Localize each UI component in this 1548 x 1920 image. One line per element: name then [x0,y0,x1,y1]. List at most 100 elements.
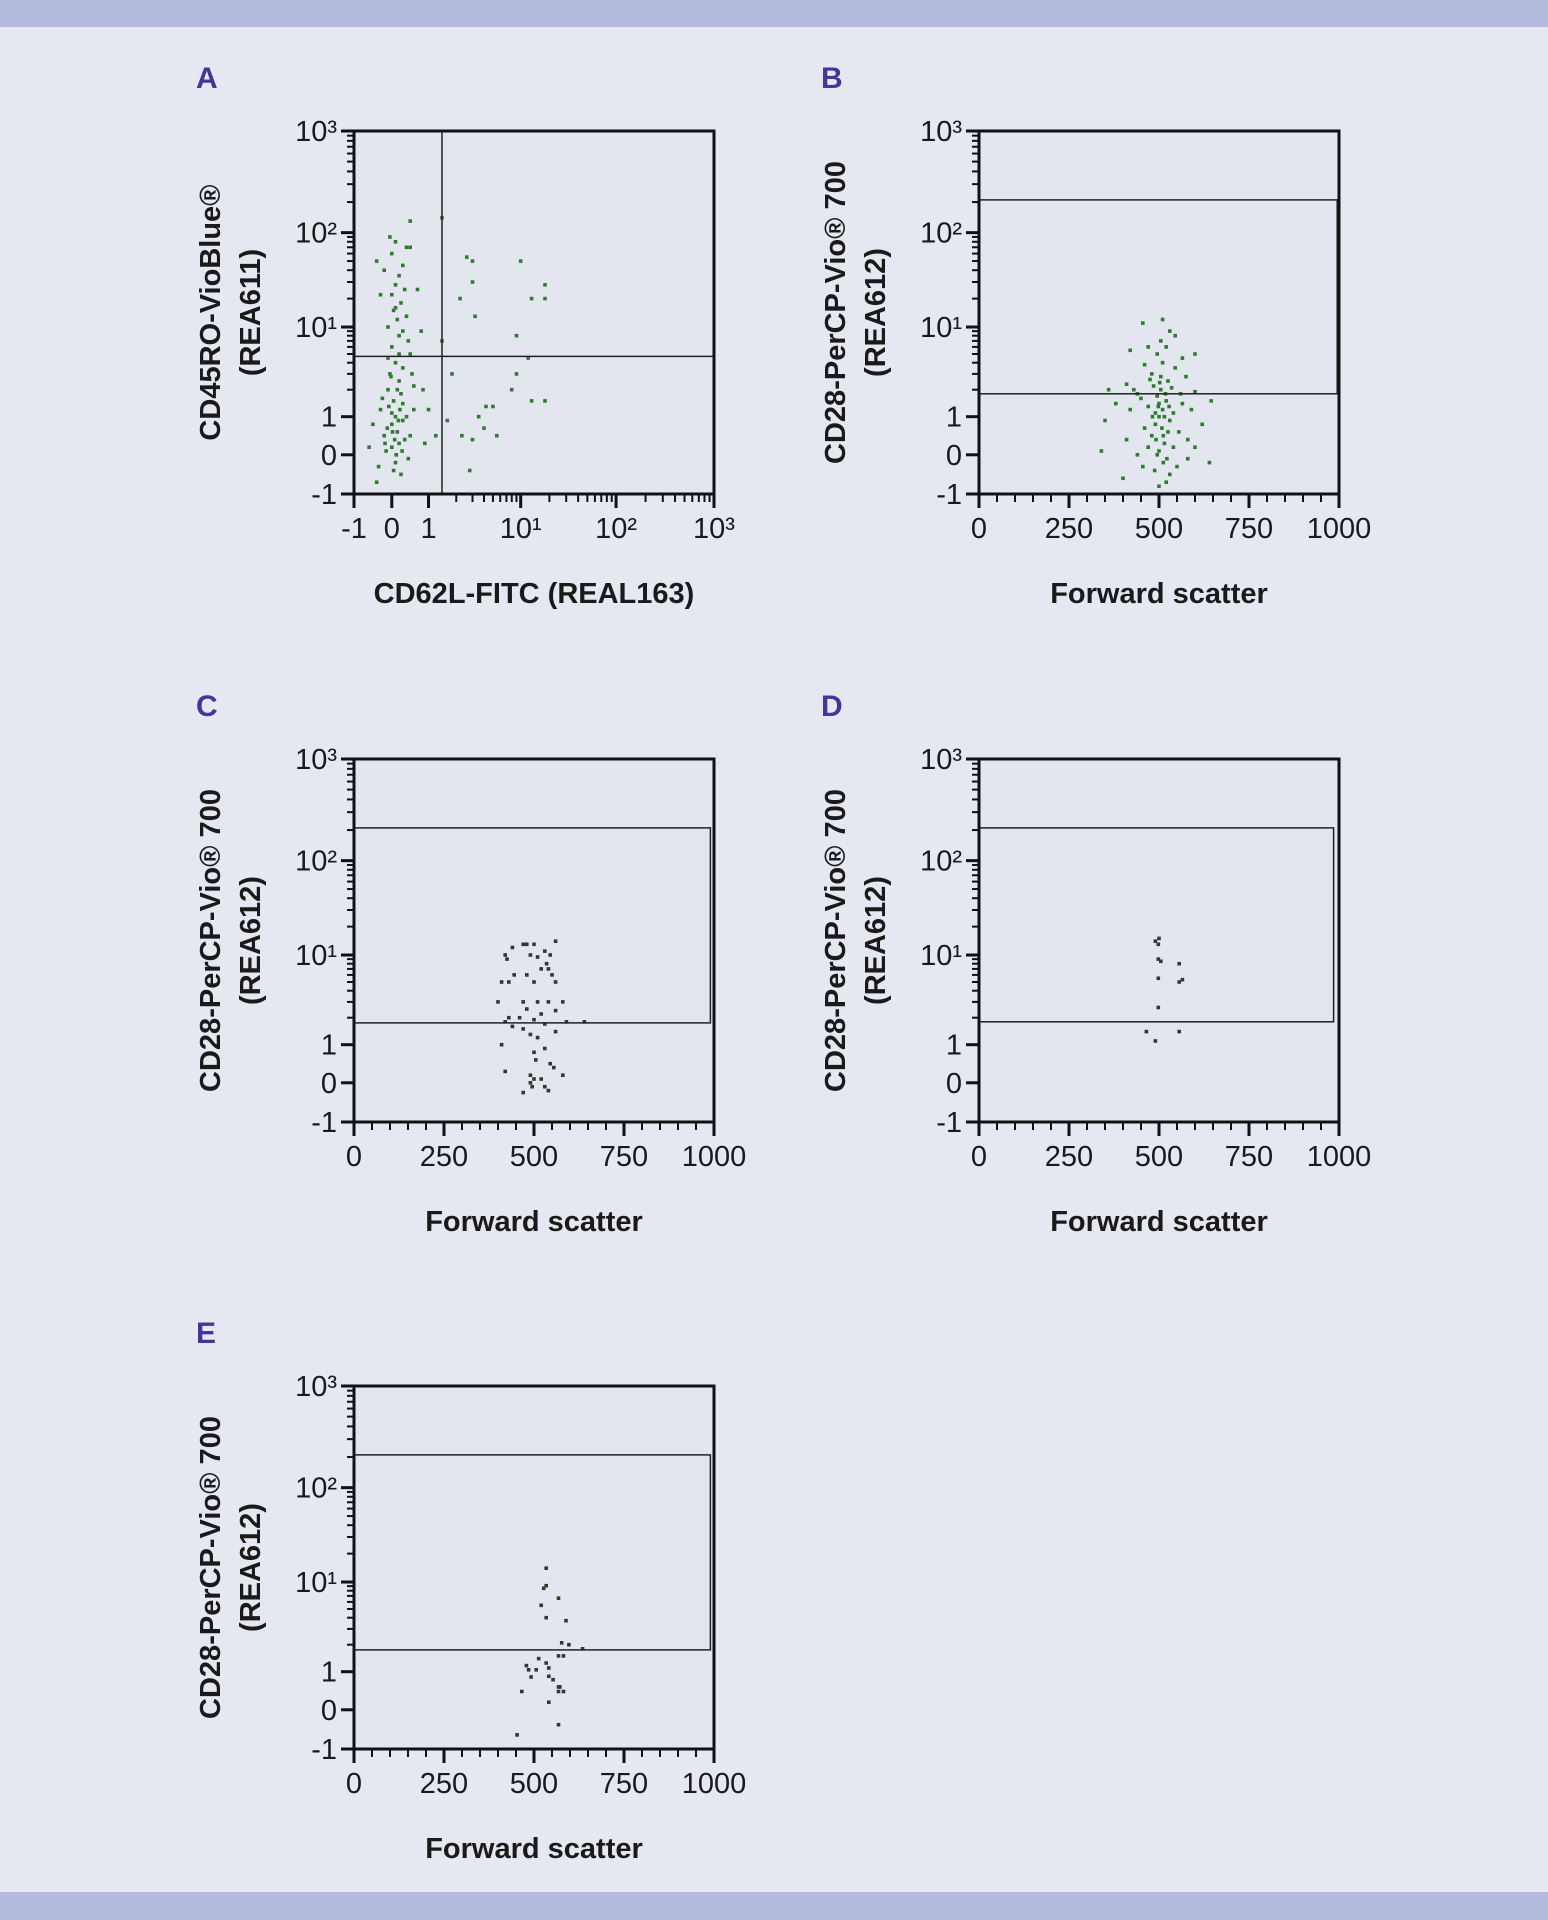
data-point [399,392,403,396]
data-point [1128,348,1132,353]
axis-ticks [966,129,1341,508]
data-point [393,240,398,244]
data-point [406,456,411,461]
data-point [1156,1005,1161,1010]
y-tick-label: 1 [946,1030,962,1062]
data-point [1166,430,1170,434]
data-point [386,356,390,360]
data-point [529,399,534,403]
y-tick-label: 1 [946,402,962,434]
data-point [556,1689,561,1694]
data-point [395,317,400,322]
data-point [532,942,536,947]
data-point [401,418,405,423]
data-point [1159,374,1163,379]
data-point [1159,959,1163,964]
data-point [412,407,416,412]
data-point [406,339,411,343]
data-point [1177,1029,1181,1034]
data-point [529,296,534,301]
x-tick-label: 0 [346,1768,362,1800]
y-tick-label: 10³ [920,116,962,148]
data-point [1207,460,1212,465]
bottom-band [0,1892,1548,1920]
y-tick-label: 10² [295,218,337,250]
data-point [547,1674,551,1679]
data-point [1168,329,1172,333]
data-point [484,404,488,409]
data-point [399,472,403,477]
data-point [528,1073,533,1077]
data-point [401,366,405,370]
data-point [1156,957,1161,961]
x-axis-title: Forward scatter [425,1206,643,1238]
data-point [553,980,558,984]
y-tick-label: 10³ [295,744,337,776]
data-point [1157,380,1162,385]
data-point [1141,464,1145,469]
data-point [1177,980,1181,984]
data-point [556,1654,561,1658]
data-point [393,460,398,465]
data-point [561,1689,566,1694]
data-point [404,414,409,419]
data-point [532,1077,536,1081]
x-tick-label: 10³ [693,513,735,545]
data-point [1171,445,1176,449]
data-point [460,433,464,438]
x-tick-label: 1000 [682,1768,747,1800]
data-point [1164,480,1168,484]
data-point [546,1000,551,1004]
y-axis-title-line: (REA612) [860,248,892,377]
data-point [1171,411,1176,415]
data-point [526,356,530,360]
data-point [521,942,525,947]
data-point [528,953,533,957]
x-axis-title: Forward scatter [1050,578,1268,610]
data-point [402,287,407,292]
data-point [1168,472,1172,477]
data-point [1173,333,1177,338]
x-tick-label: 250 [420,1141,468,1173]
data-point [1200,422,1204,427]
data-point [1160,426,1164,430]
x-tick-label: 10¹ [500,513,542,545]
data-point [415,287,420,292]
data-point [505,957,509,961]
x-axis-title: Forward scatter [425,1833,643,1865]
y-tick-label: 10¹ [295,312,337,344]
data-point [1165,456,1169,461]
x-tick-label: 1000 [1307,1141,1372,1173]
data-point [376,464,381,469]
data-point [1132,387,1136,392]
data-point [378,292,383,297]
data-point [1135,453,1140,457]
x-tick-label: 0 [971,1141,987,1173]
data-point [445,418,450,423]
data-point [521,1027,525,1031]
data-point [499,980,504,984]
data-point [567,1642,571,1647]
data-point [402,437,407,442]
y-axis-title-line: (REA612) [235,876,267,1005]
data-point [408,219,412,223]
data-point [404,245,409,250]
x-tick-label: 250 [1045,513,1093,545]
data-point [1193,389,1197,394]
y-tick-label: 0 [321,440,337,472]
data-point [396,418,401,423]
data-point [470,437,475,442]
data-point [503,1020,507,1024]
data-point [412,384,416,388]
data-point [1193,445,1197,449]
data-point [1155,394,1159,398]
y-tick-label: 10² [920,846,962,878]
data-point [553,1029,558,1034]
data-point [517,1015,522,1020]
data-point [1157,414,1161,419]
y-tick-label: 10¹ [920,940,962,972]
data-point [1142,362,1147,367]
x-tick-label: -1 [341,513,367,545]
data-point [399,301,403,305]
data-point [544,1566,548,1570]
